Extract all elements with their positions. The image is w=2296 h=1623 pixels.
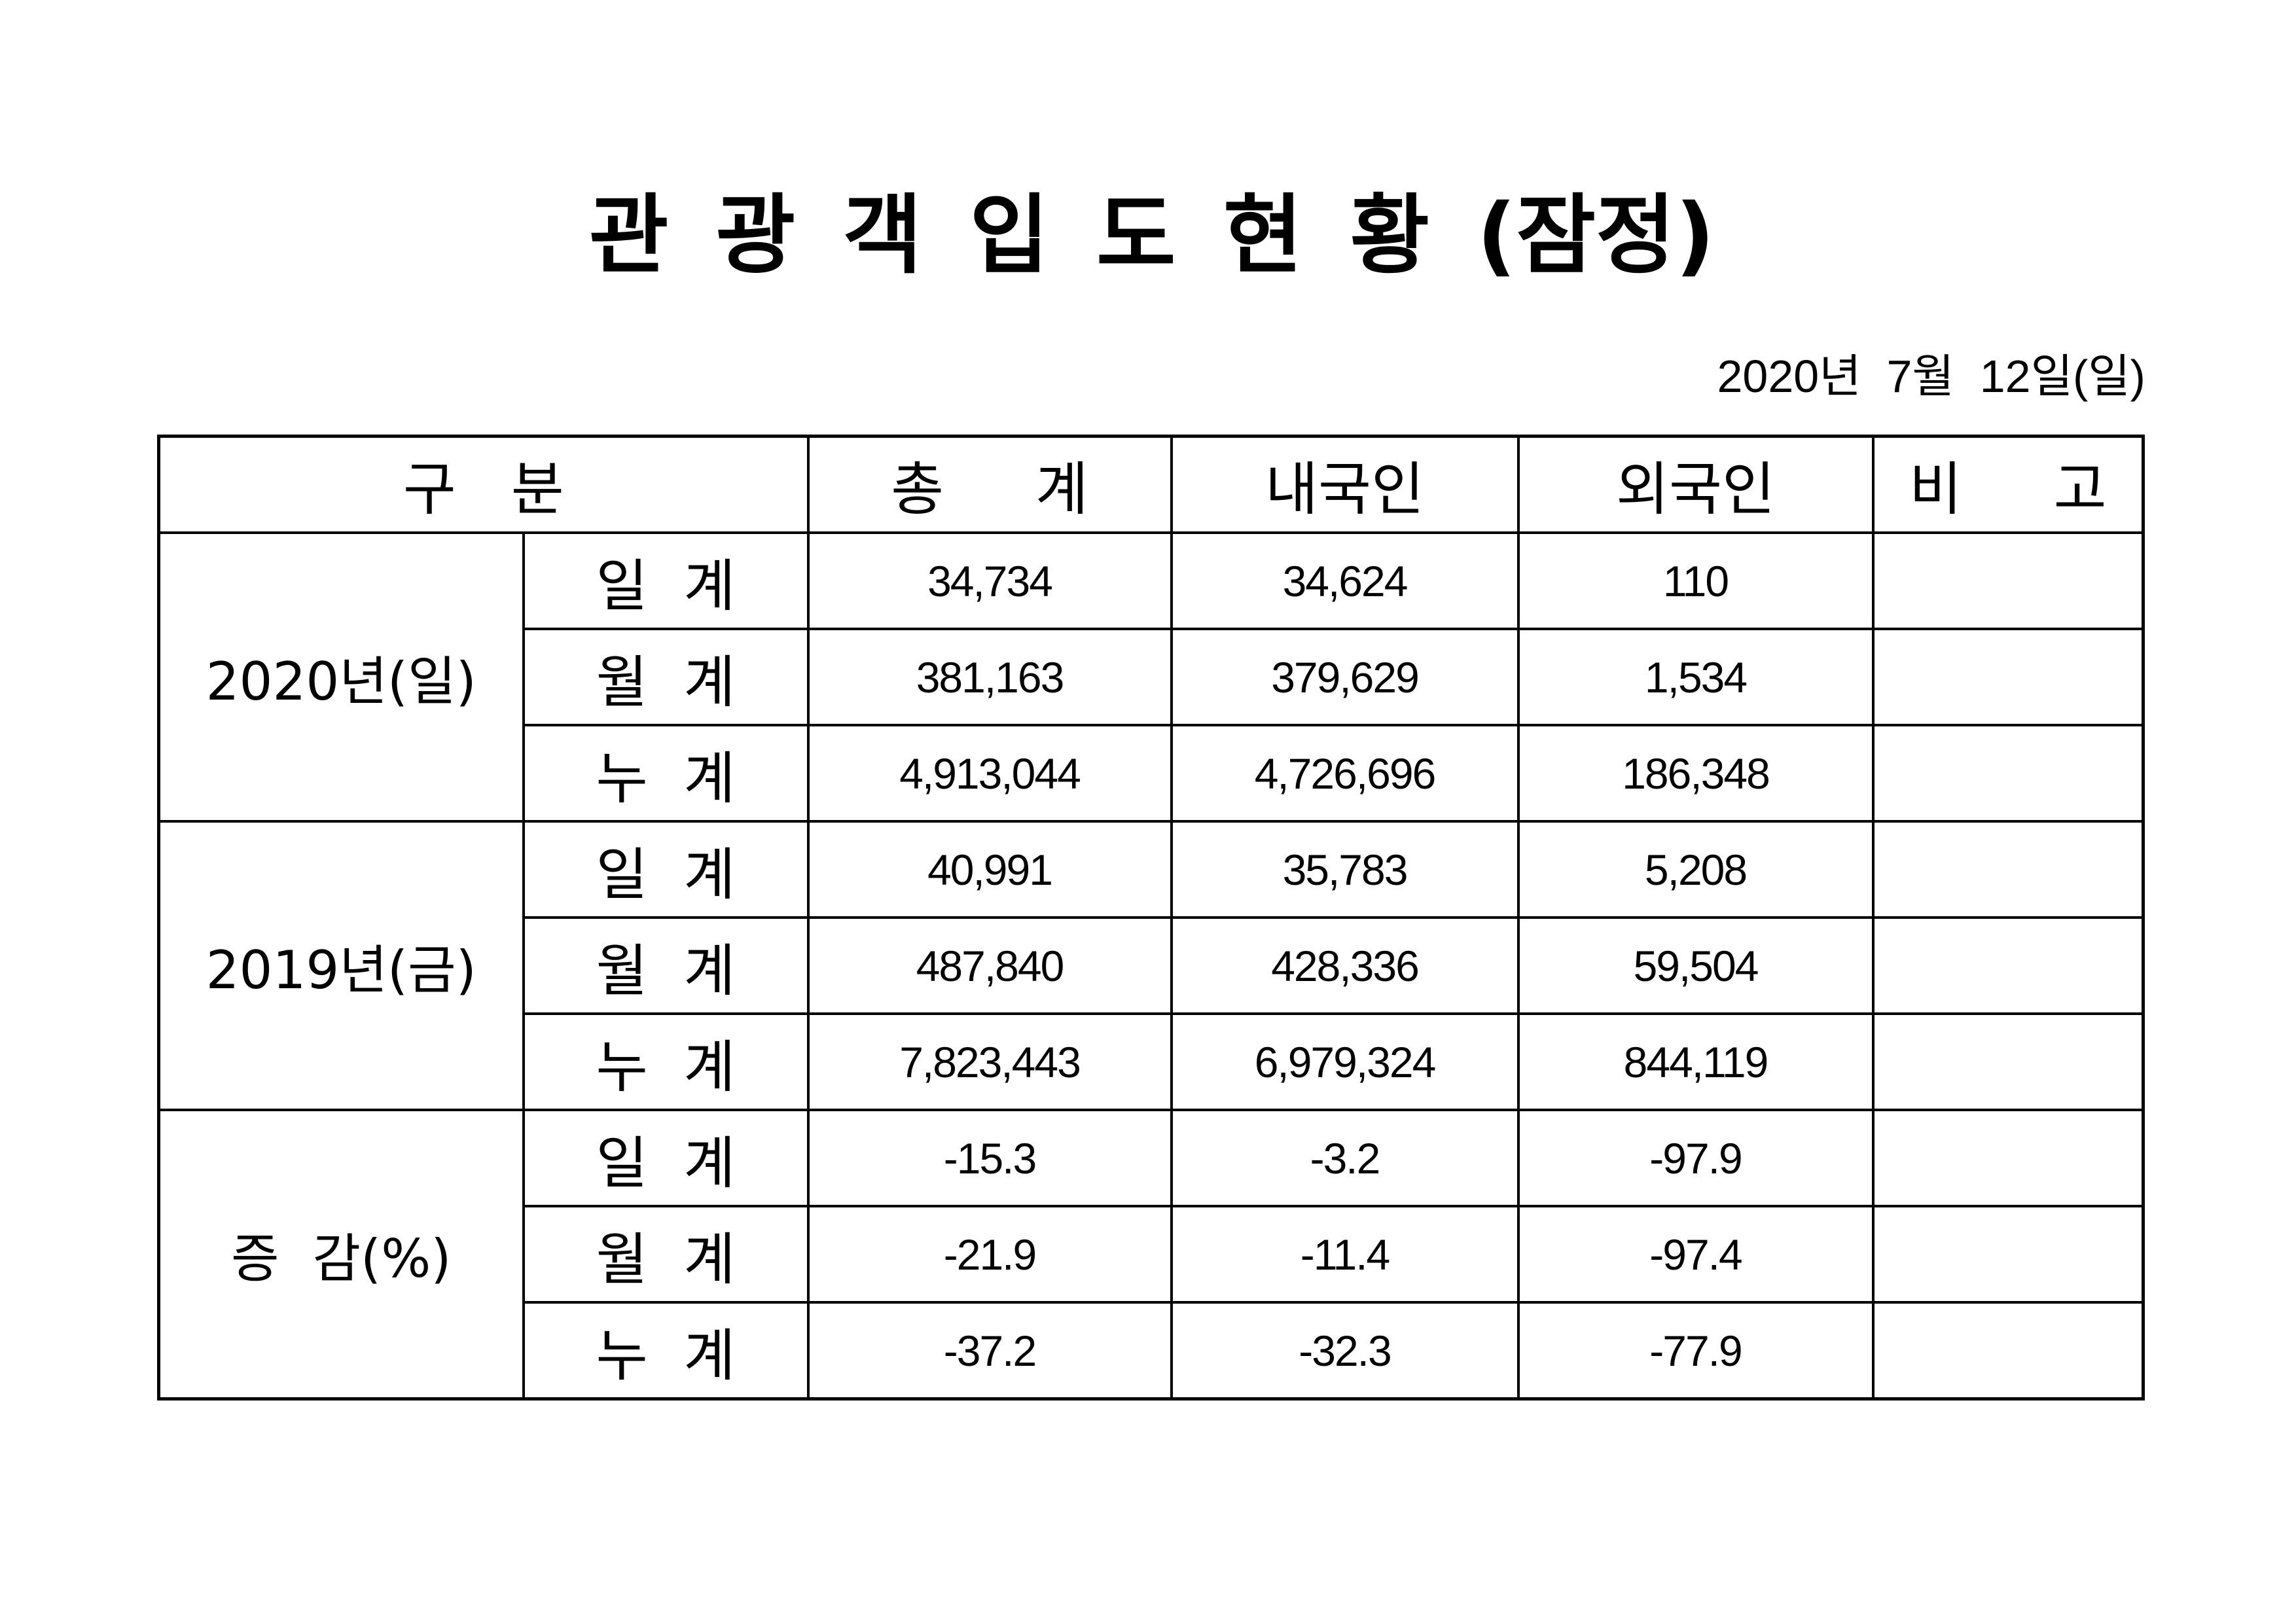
cell-foreign: 5,208 — [1516, 820, 1874, 919]
cell-domestic: 35,783 — [1170, 820, 1520, 919]
cell-note — [1871, 1301, 2145, 1400]
title-char: 도 — [1096, 185, 1176, 286]
cell-note — [1871, 531, 2145, 630]
cell-domestic: 4,726,696 — [1170, 724, 1520, 823]
cell-foreign: 110 — [1516, 531, 1874, 630]
cell-note — [1871, 628, 2145, 726]
row-label: 누 계 — [522, 724, 810, 823]
header-total: 총 계 — [806, 435, 1173, 534]
report-date: 2020년 7월 12일(일) — [1717, 351, 2145, 402]
table-row: 월 계 381,163 379,629 1,534 — [159, 628, 2145, 726]
tourist-arrivals-table: 구 분 총 계 내국인 외국인 비 고 2020년(일) 일 계 34,734 … — [157, 435, 2145, 1400]
title-char: 황 — [1350, 185, 1430, 286]
cell-total: 7,823,443 — [806, 1012, 1173, 1111]
row-label: 누 계 — [522, 1012, 810, 1111]
row-label: 월 계 — [522, 628, 810, 726]
header-foreign: 외국인 — [1516, 435, 1874, 534]
row-label: 누 계 — [522, 1301, 810, 1400]
cell-total: -21.9 — [806, 1205, 1173, 1304]
group-label-2020: 2020년(일) — [157, 531, 525, 823]
row-label: 월 계 — [522, 916, 810, 1015]
title-char: 관 — [589, 185, 669, 286]
cell-total: -15.3 — [806, 1109, 1173, 1207]
cell-foreign: 844,119 — [1516, 1012, 1874, 1111]
header-row: 구 분 총 계 내국인 외국인 비 고 — [157, 435, 2145, 534]
group-label-change: 증 감(%) — [157, 1109, 525, 1400]
page-title: 관 광 객 입 도 현 황 (잠정) — [589, 183, 1715, 288]
table-row: 누 계 7,823,443 6,979,324 844,119 — [159, 1012, 2145, 1111]
table-row: 2019년(금) 일 계 40,991 35,783 5,208 — [157, 820, 2145, 1111]
cell-foreign: -97.9 — [1516, 1109, 1874, 1207]
cell-foreign: -77.9 — [1516, 1301, 1874, 1400]
table-row: 누 계 -37.2 -32.3 -77.9 — [159, 1301, 2145, 1400]
title-char: 현 — [1223, 185, 1303, 286]
header-domestic: 내국인 — [1170, 435, 1520, 534]
row-label: 일 계 — [522, 1109, 810, 1207]
cell-domestic: 428,336 — [1170, 916, 1520, 1015]
header-note: 비 고 — [1871, 435, 2145, 534]
cell-foreign: 186,348 — [1516, 724, 1874, 823]
cell-domestic: 379,629 — [1170, 628, 1520, 726]
group-label-2019: 2019년(금) — [157, 820, 525, 1111]
table-row: 2020년(일) 일 계 34,734 34,624 110 — [157, 531, 2145, 823]
cell-total: 40,991 — [806, 820, 1173, 919]
cell-note — [1871, 1109, 2145, 1207]
header-category: 구 분 — [157, 435, 810, 534]
cell-note — [1871, 916, 2145, 1015]
row-label: 일 계 — [522, 820, 810, 919]
title-suffix: (잠정) — [1477, 185, 1715, 286]
row-label: 일 계 — [522, 531, 810, 630]
cell-total: 381,163 — [806, 628, 1173, 726]
cell-domestic: -32.3 — [1170, 1301, 1520, 1400]
cell-total: 4,913,044 — [806, 724, 1173, 823]
cell-total: 487,840 — [806, 916, 1173, 1015]
cell-total: 34,734 — [806, 531, 1173, 630]
cell-domestic: 34,624 — [1170, 531, 1520, 630]
row-label: 월 계 — [522, 1205, 810, 1304]
table-row: 증 감(%) 일 계 -15.3 -3.2 -97.9 — [157, 1109, 2145, 1400]
cell-total: -37.2 — [806, 1301, 1173, 1400]
title-char: 객 — [842, 185, 922, 286]
cell-foreign: 1,534 — [1516, 628, 1874, 726]
table-row: 월 계 -21.9 -11.4 -97.4 — [159, 1205, 2145, 1304]
table-row: 월 계 487,840 428,336 59,504 — [159, 916, 2145, 1015]
cell-note — [1871, 820, 2145, 919]
title-char: 광 — [715, 185, 796, 286]
cell-note — [1871, 724, 2145, 823]
cell-foreign: -97.4 — [1516, 1205, 1874, 1304]
title-char: 입 — [969, 185, 1049, 286]
cell-domestic: 6,979,324 — [1170, 1012, 1520, 1111]
cell-domestic: -3.2 — [1170, 1109, 1520, 1207]
cell-note — [1871, 1012, 2145, 1111]
table-row: 누 계 4,913,044 4,726,696 186,348 — [159, 724, 2145, 823]
cell-note — [1871, 1205, 2145, 1304]
cell-foreign: 59,504 — [1516, 916, 1874, 1015]
cell-domestic: -11.4 — [1170, 1205, 1520, 1304]
